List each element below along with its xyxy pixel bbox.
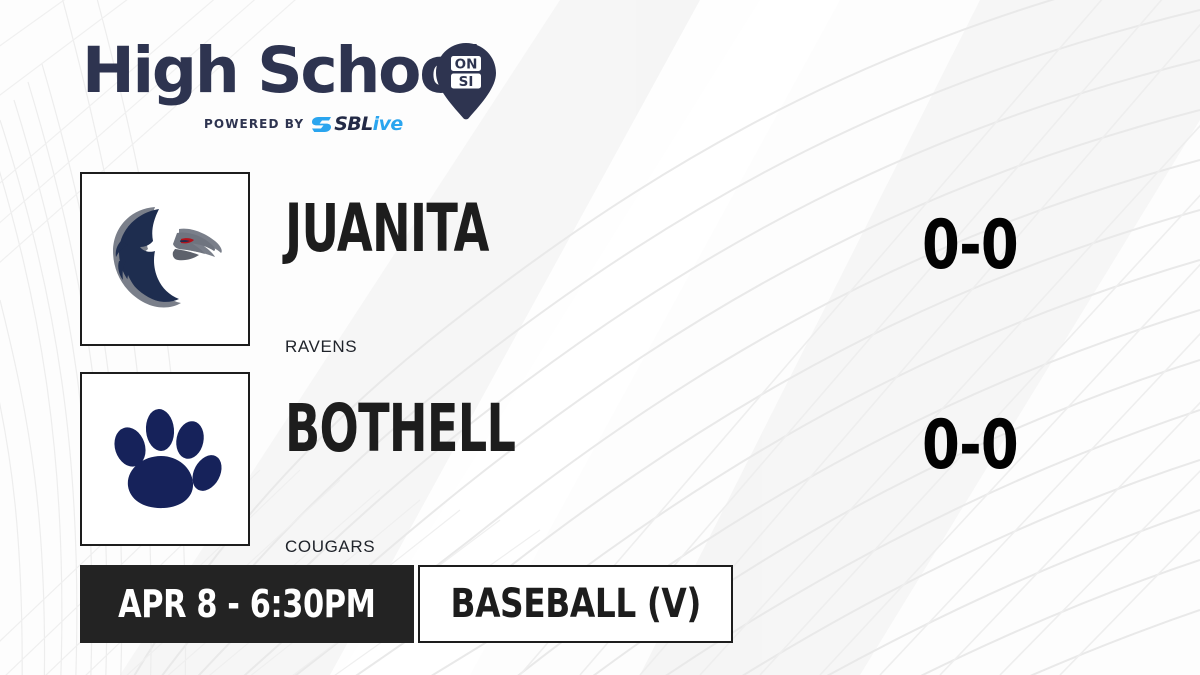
game-sport-text: BASEBALL (V) <box>450 581 701 627</box>
matchup-row-home: BOTHELL COUGARS 0-0 <box>0 372 1200 556</box>
team-score-away: 0-0 <box>922 206 1019 285</box>
team-logo-juanita <box>80 172 250 346</box>
sblive-primary-text: SBL <box>334 112 373 135</box>
raven-head-icon <box>113 207 222 308</box>
svg-text:ON: ON <box>455 56 478 72</box>
game-datetime-chip: APR 8 - 6:30PM <box>80 565 414 643</box>
game-info-banner: APR 8 - 6:30PM BASEBALL (V) <box>80 565 733 643</box>
cougar-paw-icon <box>114 409 222 509</box>
team-name-home: BOTHELL <box>285 390 516 467</box>
sblive-s-mark-icon <box>312 116 332 132</box>
sblive-logo: SBLive <box>311 112 404 135</box>
matchup-row-away: JUANITA RAVENS 0-0 <box>0 172 1200 356</box>
team-mascot-home: COUGARS <box>285 537 376 556</box>
game-sport-chip: BASEBALL (V) <box>418 565 733 643</box>
on-si-pin-icon: ON SI <box>436 43 496 120</box>
banner-divider <box>414 565 418 643</box>
team-mascot-away: RAVENS <box>285 337 358 356</box>
team-score-home: 0-0 <box>922 406 1019 485</box>
brand-header: High School ON SI POWERED BY SBLive <box>82 34 512 134</box>
game-datetime-text: APR 8 - 6:30PM <box>118 582 376 626</box>
sblive-secondary-text: ive <box>372 112 404 135</box>
page-title: High School <box>82 34 482 107</box>
svg-text:SI: SI <box>459 74 474 90</box>
sblive-wordmark: SBLive <box>334 112 404 135</box>
powered-by-block: POWERED BY SBLive <box>204 114 403 134</box>
powered-by-label: POWERED BY <box>204 117 305 131</box>
team-name-away: JUANITA <box>285 190 489 267</box>
team-logo-bothell <box>80 372 250 546</box>
